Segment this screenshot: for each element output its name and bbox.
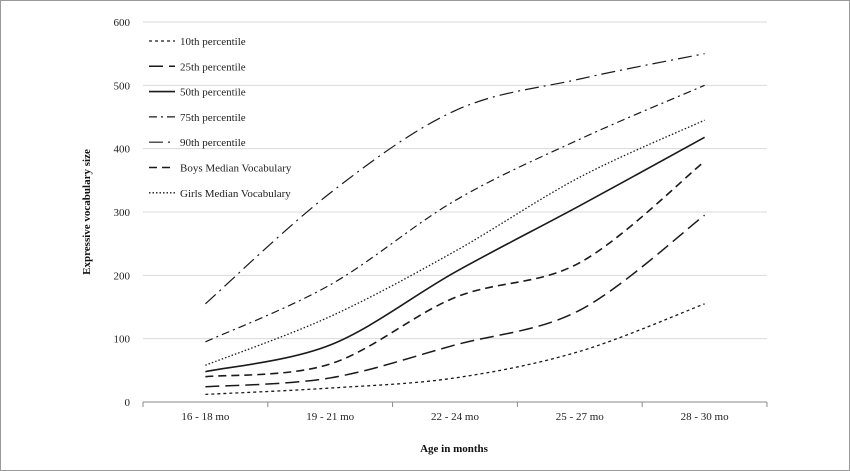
x-tick-label: 25 - 27 mo [556,411,604,423]
series-lines [205,54,704,395]
x-axis-title: Age in months [420,443,489,455]
y-tick-labels: 0 100 200 300 400 500 600 [114,17,131,409]
y-tick-label: 200 [114,270,131,282]
legend-label: Girls Median Vocabulary [180,188,291,200]
legend-label: 75th percentile [180,112,246,124]
legend: 10th percentile 25th percentile 50th perce… [149,36,292,200]
x-tick-labels: 16 - 18 mo 19 - 21 mo 22 - 24 mo 25 - 27 mo… [143,402,767,423]
y-axis-title: Expressive vocabulary size [81,149,93,275]
x-tick-label: 19 - 21 mo [306,411,354,423]
gridlines [143,22,767,402]
y-tick-label: 600 [114,17,131,29]
y-tick-label: 0 [125,397,131,409]
series-line-25th-percentile [205,215,704,387]
legend-label: 90th percentile [180,137,246,149]
legend-label: 25th percentile [180,61,246,73]
y-tick-label: 500 [114,80,131,92]
legend-label: 50th percentile [180,87,246,99]
x-tick-label: 16 - 18 mo [181,411,229,423]
y-tick-label: 400 [114,144,131,156]
series-line-girls-median-vocabulary [205,120,704,365]
series-line-75th-percentile [205,85,704,342]
y-tick-label: 300 [114,207,131,219]
x-tick-label: 28 - 30 mo [681,411,729,423]
legend-label: Boys Median Vocabulary [180,163,292,175]
series-line-10th-percentile [205,304,704,395]
y-tick-label: 100 [114,334,131,346]
legend-label: 10th percentile [180,36,246,48]
x-tick-label: 22 - 24 mo [431,411,479,423]
